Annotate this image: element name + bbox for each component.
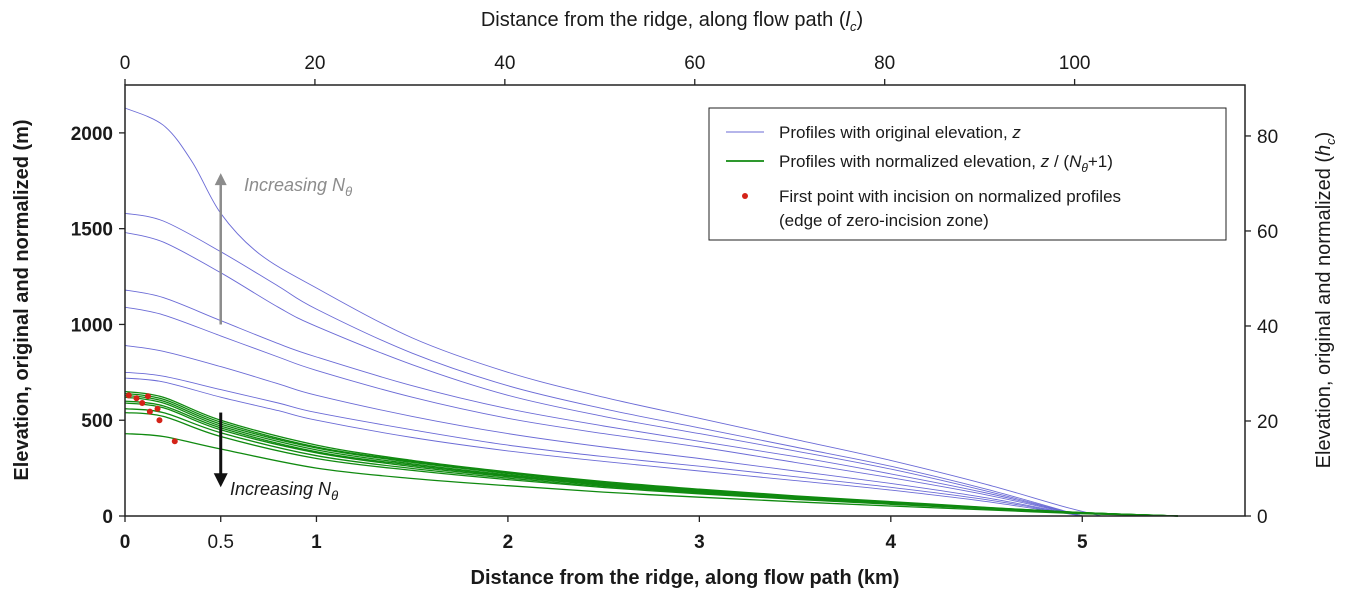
original-profiles xyxy=(124,107,1102,517)
x-tick-label-bottom-0: 0 xyxy=(120,532,131,553)
first-incision-point-2 xyxy=(144,393,151,400)
arrow-down-head xyxy=(213,473,228,488)
legend-entry-normalized: Profiles with normalized elevation, z / … xyxy=(779,152,1113,175)
annotation-up: Increasing Nθ xyxy=(244,175,352,199)
x-tick-label-top-2: 40 xyxy=(494,53,515,74)
y-axis-title-right: Elevation, original and normalized (hc) xyxy=(1313,132,1338,469)
first-incision-point-1 xyxy=(133,395,140,402)
legend-entry-first-point: First point with incision on normalized … xyxy=(779,187,1121,206)
x-tick-label-bottom-1: 0.5 xyxy=(208,532,234,553)
normalized-profile-line-8 xyxy=(124,432,1179,517)
original-profile-line-2 xyxy=(124,232,1083,517)
x-tick-label-bottom-4: 3 xyxy=(694,532,705,553)
y-tick-label-right-0: 0 xyxy=(1257,507,1268,528)
x-tick-label-top-1: 20 xyxy=(304,53,325,74)
x-tick-label-bottom-2: 1 xyxy=(311,532,322,553)
original-profile-line-7 xyxy=(124,377,1083,517)
y-tick-label-left-0: 0 xyxy=(102,507,113,528)
normalized-profiles xyxy=(124,390,1179,517)
original-profile-line-0 xyxy=(124,107,1102,517)
x-tick-label-top-5: 100 xyxy=(1059,53,1091,74)
annotation-down: Increasing Nθ xyxy=(230,479,338,503)
x-tick-label-bottom-6: 5 xyxy=(1077,532,1088,553)
y-tick-label-left-4: 2000 xyxy=(71,124,113,145)
arrows xyxy=(213,173,228,488)
legend-entry-original: Profiles with original elevation, z xyxy=(779,123,1021,142)
axes-ticks: 0 0.5 1 2 3 4 50 20 40 60 80 1000500100015002000020… xyxy=(71,53,1278,553)
original-profile-line-4 xyxy=(124,306,1083,517)
y-axis-title-left: Elevation, original and normalized (m) xyxy=(11,119,33,480)
x-axis-title-bottom: Distance from the ridge, along flow path… xyxy=(471,567,900,589)
first-points xyxy=(125,392,178,445)
y-tick-label-left-3: 1500 xyxy=(71,220,113,241)
first-incision-point-3 xyxy=(139,399,146,406)
first-incision-point-5 xyxy=(154,405,161,412)
y-tick-label-right-4: 80 xyxy=(1257,127,1278,148)
y-tick-label-right-2: 40 xyxy=(1257,317,1278,338)
plot-frame xyxy=(124,84,1246,517)
y-tick-label-right-1: 20 xyxy=(1257,412,1278,433)
first-incision-point-4 xyxy=(146,408,153,415)
y-tick-label-left-1: 500 xyxy=(81,411,113,432)
original-profile-line-6 xyxy=(124,371,1083,517)
x-tick-label-top-3: 60 xyxy=(684,53,705,74)
legend: Profiles with original elevation, z Prof… xyxy=(708,107,1227,241)
normalized-profile-line-7 xyxy=(124,411,1179,517)
normalized-profile-line-5 xyxy=(124,402,1179,517)
first-incision-point-0 xyxy=(125,392,132,399)
x-tick-label-top-4: 80 xyxy=(874,53,895,74)
first-incision-point-6 xyxy=(156,417,163,424)
legend-entry-first-point-note: (edge of zero-incision zone) xyxy=(779,211,989,230)
first-incision-point-7 xyxy=(171,438,178,445)
original-profile-line-1 xyxy=(124,212,1083,517)
x-axis-title-top: Distance from the ridge, along flow path… xyxy=(481,9,863,34)
y-tick-label-right-3: 60 xyxy=(1257,222,1278,243)
legend-swatch-first-point xyxy=(742,193,748,199)
arrow-up-head xyxy=(214,173,227,186)
x-tick-label-bottom-5: 4 xyxy=(886,532,897,553)
original-profile-line-5 xyxy=(124,345,1083,517)
legend-box xyxy=(708,107,1227,241)
y-tick-label-left-2: 1000 xyxy=(71,315,113,336)
original-profile-line-3 xyxy=(124,289,1083,517)
x-tick-label-top-0: 0 xyxy=(120,53,131,74)
x-tick-label-bottom-3: 2 xyxy=(503,532,514,553)
